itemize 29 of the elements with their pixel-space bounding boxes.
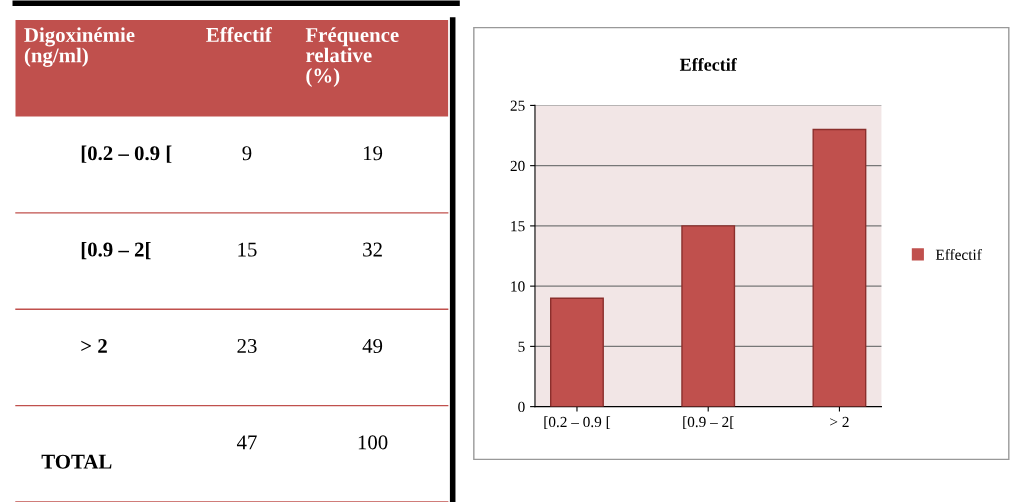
- text: Effectif: [206, 27, 272, 42]
- x-tick-label: [0.9 – 2[: [683, 416, 734, 429]
- text: Digoxinémie (ng/ml): [24, 27, 135, 67]
- y-tick-label: 5: [518, 341, 525, 352]
- data-label: 23: [237, 339, 257, 353]
- data-label: 49: [362, 339, 383, 353]
- category-label: [0.2 – 0.9 [: [81, 145, 172, 163]
- chart-title: Effectif: [679, 57, 737, 71]
- category-label: TOTAL: [41, 454, 112, 469]
- y-tick-label: 10: [511, 281, 525, 292]
- y-tick-label: 15: [511, 221, 525, 232]
- text: Fréquence relative (%): [305, 27, 399, 87]
- legend-label: Effectif: [935, 248, 982, 260]
- bar: [550, 297, 604, 407]
- data-label: 15: [238, 242, 257, 257]
- data-label: 19: [363, 146, 383, 161]
- category-label: > 2: [81, 339, 107, 353]
- y-tick-label: 0: [518, 401, 525, 413]
- bar: [681, 225, 736, 407]
- data-label: 100: [358, 435, 388, 450]
- x-tick-label: > 2: [830, 416, 849, 427]
- y-tick-label: 25: [510, 100, 525, 111]
- data-label: 9: [242, 146, 252, 161]
- data-label: 32: [363, 242, 382, 257]
- data-label: 47: [236, 435, 257, 450]
- bar: [812, 128, 867, 407]
- category-label: [0.9 – 2[: [81, 241, 151, 260]
- x-tick-label: [0.2 – 0.9 [: [544, 416, 611, 429]
- y-tick-label: 20: [510, 160, 525, 172]
